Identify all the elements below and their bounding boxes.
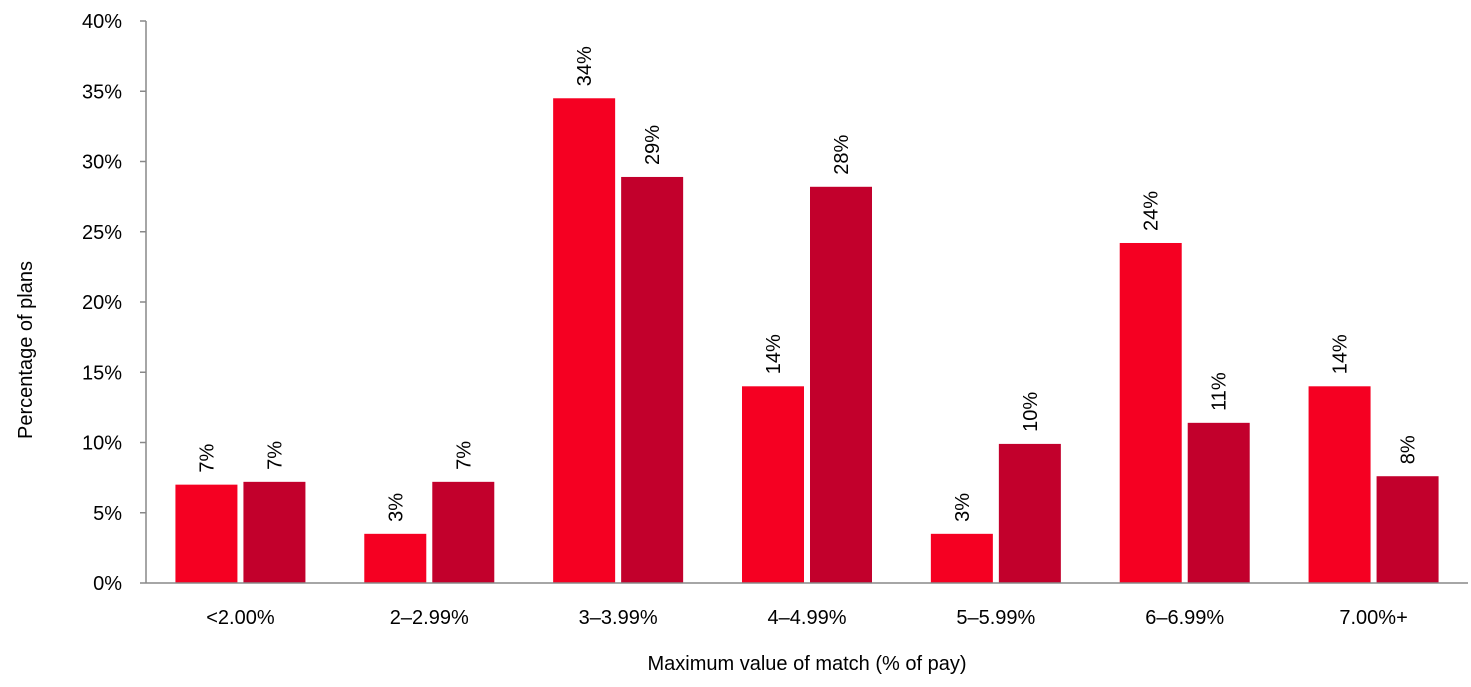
x-axis-ticks: <2.00% 2–2.99% 3–3.99% 4–4.99% 5–5.99% 6–6.99…: [206, 607, 1408, 629]
y-tick-label: 25%: [82, 222, 122, 244]
y-tick-label: 40%: [82, 11, 122, 33]
bar-data-label: 7%: [453, 441, 475, 470]
bar: [1187, 422, 1250, 583]
y-tick-label: 30%: [82, 152, 122, 174]
bar-data-label: 28%: [831, 135, 853, 175]
y-tick-label: 0%: [93, 573, 122, 595]
y-tick-label: 20%: [82, 292, 122, 314]
y-tick-label: 5%: [93, 503, 122, 525]
bar: [1119, 242, 1182, 584]
x-axis-title: Maximum value of match (% of pay): [648, 653, 967, 675]
bar-data-label: 24%: [1141, 191, 1163, 231]
x-tick-label: 7.00%+: [1339, 607, 1407, 629]
bar-data-label: 3%: [952, 493, 974, 522]
bar: [364, 533, 427, 583]
y-tick-label: 15%: [82, 362, 122, 384]
x-tick-label: 2–2.99%: [390, 607, 469, 629]
bar: [930, 533, 993, 583]
bar-data-label: 14%: [1330, 334, 1352, 374]
x-tick-label: 6–6.99%: [1145, 607, 1224, 629]
bar-data-label: 14%: [763, 334, 785, 374]
bars: [175, 98, 1439, 584]
x-tick-label: 3–3.99%: [579, 607, 658, 629]
bar: [742, 386, 804, 583]
y-axis-ticks: 0% 5% 10% 15% 20% 25% 30% 35% 40%: [82, 11, 146, 595]
y-tick-label: 10%: [82, 433, 122, 455]
x-tick-label: 5–5.99%: [956, 607, 1035, 629]
bar: [1308, 386, 1371, 583]
bar-data-label: 7%: [264, 441, 286, 470]
y-axis-title: Percentage of plans: [15, 261, 37, 439]
bar-data-label: 11%: [1209, 372, 1231, 411]
bar-data-labels: 7% 7% 3% 7% 34% 29% 14% 28% 3% 10% 24% 11% 14% 8%: [196, 46, 1419, 522]
x-tick-label: 4–4.99%: [768, 607, 847, 629]
bar: [621, 176, 684, 583]
bar: [1376, 476, 1439, 583]
bar-data-label: 8%: [1398, 435, 1420, 464]
bar: [998, 443, 1061, 583]
bar: [810, 186, 872, 584]
bar: [175, 484, 238, 583]
bar: [432, 481, 495, 583]
bar: [553, 98, 616, 584]
bar-data-label: 7%: [196, 444, 218, 473]
bar-data-label: 34%: [574, 46, 596, 86]
bar-data-label: 10%: [1020, 392, 1042, 432]
bar-data-label: 29%: [642, 125, 664, 165]
x-tick-label: <2.00%: [206, 607, 275, 629]
bar: [243, 481, 306, 583]
y-tick-label: 35%: [82, 81, 122, 103]
bar-data-label: 3%: [385, 493, 407, 522]
